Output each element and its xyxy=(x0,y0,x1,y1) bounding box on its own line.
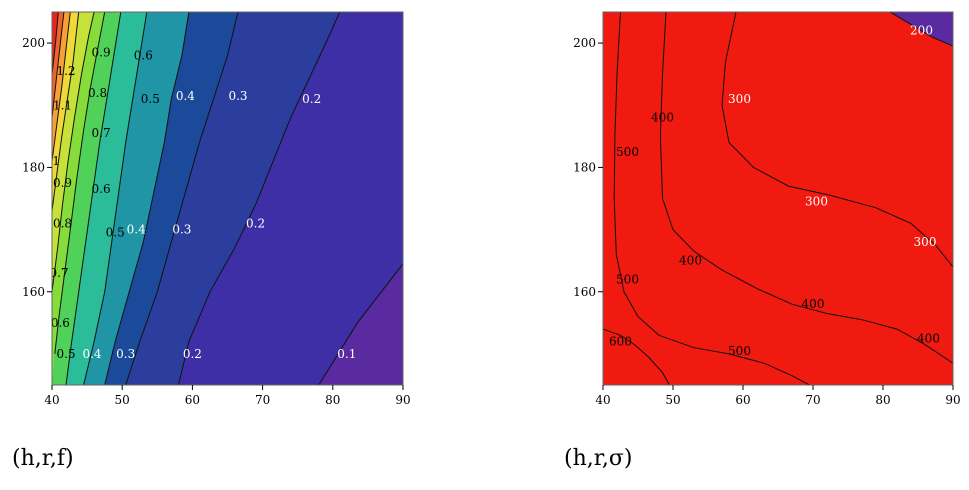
contour-area: 200 300 400 500 300 300 400 500 400 400 600 500 xyxy=(603,12,953,385)
contour-label: 0.1 xyxy=(337,347,356,361)
contour-label: 1.1 xyxy=(53,98,72,112)
contour-plot-stress: 200 300 400 500 300 300 400 500 400 400 600 500 40 50… xyxy=(573,11,961,407)
contour-label: 0.6 xyxy=(92,182,111,196)
x-tick-label: 80 xyxy=(325,393,340,407)
contour-label: 400 xyxy=(802,297,825,311)
caption-right: (h,r,σ) xyxy=(564,446,633,471)
contour-line-0.7 xyxy=(54,12,106,354)
x-tick-label: 70 xyxy=(255,393,270,407)
contour-line-1 xyxy=(52,12,71,162)
contour-label: 300 xyxy=(914,235,937,249)
contour-line-1.1 xyxy=(52,12,65,118)
contour-label: 0.2 xyxy=(246,216,265,230)
contour-label: 0.6 xyxy=(134,49,153,63)
contour-label: 0.4 xyxy=(82,347,101,361)
contour-line-500 xyxy=(613,12,810,385)
x-tick-label: 50 xyxy=(665,393,680,407)
contour-label: 0.3 xyxy=(228,89,247,103)
x-tick-label: 40 xyxy=(595,393,610,407)
contour-plot-friction: 0.9 0.61.20.8 0.5 0.4 0.3 0.21.10.710.9 0.60.8… xyxy=(22,11,411,407)
contour-line-0.1 xyxy=(318,263,403,385)
contour-label: 400 xyxy=(917,331,940,345)
contour-line-0.2 xyxy=(177,12,341,385)
contour-label: 500 xyxy=(616,272,639,286)
x-tick-label: 40 xyxy=(44,393,59,407)
contour-label: 1 xyxy=(52,154,60,168)
contour-line-400 xyxy=(659,12,953,364)
contour-label: 0.5 xyxy=(106,226,125,240)
y-tick-label: 160 xyxy=(573,285,596,299)
x-tick-label: 60 xyxy=(735,393,750,407)
contour-label: 0.4 xyxy=(127,223,146,237)
contour-line-300 xyxy=(721,12,953,268)
contour-label: 300 xyxy=(805,195,828,209)
contour-line-1.2 xyxy=(52,12,59,75)
y-tick-label: 160 xyxy=(22,285,45,299)
contour-region-1 xyxy=(52,12,71,385)
contour-region-200 xyxy=(603,12,953,385)
contour-label: 600 xyxy=(609,335,632,349)
x-tick-label: 80 xyxy=(875,393,890,407)
contour-label: 500 xyxy=(616,145,639,159)
contour-line-0.4 xyxy=(104,12,190,385)
contour-line-0.6 xyxy=(65,12,122,385)
x-tick-label: 70 xyxy=(805,393,820,407)
contour-label: 0.9 xyxy=(53,176,72,190)
contour-label: 1.2 xyxy=(56,64,75,78)
x-tick-label: 90 xyxy=(395,393,410,407)
y-tick-label: 180 xyxy=(22,160,45,174)
contour-label: 0.3 xyxy=(116,347,135,361)
contour-line-0.9 xyxy=(52,12,80,211)
contour-label: 0.8 xyxy=(53,216,72,230)
contour-label: 0.9 xyxy=(92,45,111,59)
contour-line-0.3 xyxy=(125,12,239,385)
contour-label: 0.5 xyxy=(141,92,160,106)
contour-label: 400 xyxy=(679,254,702,268)
plot-frame xyxy=(602,11,954,386)
plot-frame xyxy=(51,11,404,386)
x-tick-label: 60 xyxy=(185,393,200,407)
contour-line-0.5 xyxy=(83,12,148,385)
contour-label: 0.8 xyxy=(88,86,107,100)
caption-left: (h,r,f) xyxy=(12,446,74,471)
contour-label: 0.7 xyxy=(49,266,68,280)
contour-region-1.2 xyxy=(52,12,59,385)
contour-label: 300 xyxy=(728,92,751,106)
contour-line-200 xyxy=(889,12,953,47)
contour-label: 200 xyxy=(910,24,933,38)
contour-label: 0.2 xyxy=(302,92,321,106)
y-tick-label: 200 xyxy=(573,36,596,50)
contour-label: 0.4 xyxy=(176,89,195,103)
contour-label: 0.3 xyxy=(172,223,191,237)
contour-label: 400 xyxy=(651,111,674,125)
y-tick-label: 200 xyxy=(22,36,45,50)
contour-area: 0.9 0.61.20.8 0.5 0.4 0.3 0.21.10.710.9 0.60.8… xyxy=(49,12,403,385)
contour-line-600 xyxy=(603,328,670,385)
contour-label: 500 xyxy=(728,344,751,358)
contour-label: 0.5 xyxy=(56,347,75,361)
contour-label: 0.2 xyxy=(183,347,202,361)
x-tick-label: 90 xyxy=(945,393,960,407)
x-tick-label: 50 xyxy=(115,393,130,407)
contour-label: 0.6 xyxy=(51,316,70,330)
contour-line-0.8 xyxy=(52,12,95,292)
y-tick-label: 180 xyxy=(573,160,596,174)
contour-label: 0.7 xyxy=(92,126,111,140)
